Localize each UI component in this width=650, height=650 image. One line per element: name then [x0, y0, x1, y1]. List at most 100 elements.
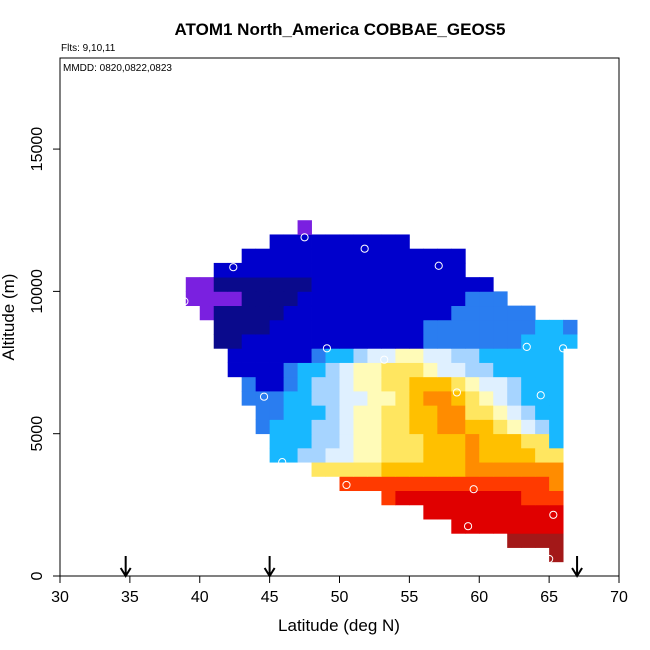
heatmap-cell — [493, 334, 508, 349]
heatmap-cell — [269, 348, 285, 363]
heatmap-cell — [381, 334, 396, 349]
heatmap-cell — [479, 405, 494, 420]
heatmap-cell — [381, 348, 396, 363]
heatmap-cell — [409, 391, 424, 406]
heatmap-cell — [409, 419, 424, 435]
heatmap-cell — [479, 490, 494, 506]
heatmap-cell — [353, 305, 368, 321]
heatmap-cell — [409, 262, 424, 278]
heatmap-cell — [241, 277, 257, 292]
observation-point — [559, 344, 568, 353]
heatmap-cell — [535, 376, 550, 392]
observation-point — [452, 388, 461, 397]
heatmap-cell — [255, 391, 271, 406]
heatmap-cell — [493, 462, 508, 477]
heatmap-cell — [409, 305, 424, 321]
heatmap-cell — [241, 305, 257, 321]
heatmap-cell — [255, 334, 271, 349]
heatmap-cell — [395, 234, 410, 250]
heatmap-cell — [465, 462, 480, 477]
heatmap-cell — [423, 447, 438, 463]
heatmap-cell — [507, 533, 522, 548]
heatmap-cell — [353, 234, 368, 250]
heatmap-cell — [507, 447, 522, 463]
heatmap-cell — [297, 248, 312, 264]
heatmap-cell — [227, 291, 243, 307]
heatmap-cell — [255, 419, 271, 435]
heatmap-cell — [451, 519, 466, 534]
heatmap-cell — [353, 262, 368, 278]
heatmap-cell — [493, 447, 508, 463]
heatmap-cell — [269, 262, 285, 278]
heatmap-cell — [367, 376, 382, 392]
heatmap-cell — [521, 362, 536, 378]
heatmap-cell — [423, 319, 438, 335]
heatmap-cell — [381, 433, 396, 449]
heatmap-cell — [493, 504, 508, 520]
heatmap-cell — [325, 319, 340, 335]
heatmap-cell — [283, 248, 298, 264]
heatmap-cell — [311, 305, 326, 321]
heatmap-cell — [479, 504, 494, 520]
x-tick-label: 70 — [610, 589, 628, 606]
heatmap-cell — [493, 362, 508, 378]
heatmap-cell — [465, 391, 480, 406]
heatmap-cell — [423, 248, 438, 264]
heatmap-cell — [451, 362, 466, 378]
heatmap-cell — [297, 305, 312, 321]
heatmap-cell — [283, 319, 298, 335]
heatmap-cell — [437, 476, 452, 492]
observation-point — [342, 480, 351, 490]
heatmap-cell — [479, 362, 494, 378]
heatmap-cell — [465, 476, 480, 492]
heatmap-cell — [535, 362, 550, 378]
heatmap-cell — [437, 319, 452, 335]
heatmap-cell — [465, 277, 480, 292]
heatmap-cell — [339, 319, 354, 335]
heatmap-cell — [437, 490, 452, 506]
observation-point — [549, 510, 558, 519]
x-tick-label: 65 — [540, 589, 558, 606]
heatmap-cell — [423, 348, 438, 363]
heatmap-cell — [535, 447, 550, 463]
heatmap-cell — [507, 433, 522, 449]
heatmap-cell — [325, 262, 340, 278]
down-arrow-icon — [571, 556, 583, 578]
heatmap-cell — [283, 376, 298, 392]
heatmap-cell — [437, 376, 452, 392]
heatmap-cell — [339, 334, 354, 349]
heatmap-cell — [479, 519, 494, 534]
heatmap-cell — [423, 490, 438, 506]
heatmap-cell — [423, 405, 438, 420]
heatmap-cell — [297, 391, 312, 406]
heatmap-cell — [283, 362, 298, 378]
heatmap-cell — [311, 362, 326, 378]
heatmap-cell — [311, 391, 326, 406]
heatmap-cell — [381, 490, 396, 506]
heatmap-cell — [493, 490, 508, 506]
heatmap-cell — [521, 476, 536, 492]
heatmap-cell — [493, 291, 508, 307]
heatmap-cell — [465, 519, 480, 534]
heatmap-cell — [255, 248, 271, 264]
heatmap-cell — [423, 391, 438, 406]
heatmap-cell — [437, 447, 452, 463]
heatmap-cell — [283, 447, 298, 463]
heatmap-cell — [395, 305, 410, 321]
heatmap-cell — [297, 234, 312, 250]
heatmap-cell — [339, 262, 354, 278]
heatmap-cell — [269, 319, 285, 335]
heatmap-cell — [367, 419, 382, 435]
heatmap-cell — [241, 376, 257, 392]
heatmap-cell — [241, 348, 257, 363]
heatmap-cell — [381, 234, 396, 250]
heatmap-cell — [227, 277, 243, 292]
heatmap-cell — [535, 405, 550, 420]
heatmap-cell — [451, 447, 466, 463]
heatmap-cell — [339, 277, 354, 292]
heatmap-cell — [325, 291, 340, 307]
down-arrow-icon — [119, 556, 132, 578]
observation-point — [469, 485, 478, 494]
heatmap-cell — [437, 291, 452, 307]
